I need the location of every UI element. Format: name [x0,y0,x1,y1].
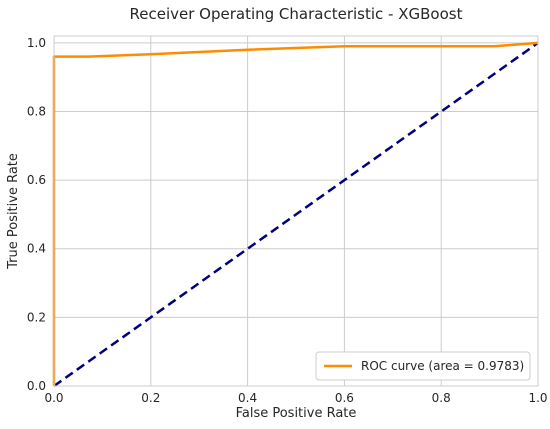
y-tick-label: 0.6 [27,173,46,187]
grid [53,36,539,387]
x-tick-label: 0.4 [238,391,257,405]
tick-labels: 0.0 0.2 0.4 0.6 0.8 1.0 0.0 0.2 0.4 0.6 0.8 1.0 [27,36,548,405]
chart-title: Receiver Operating Characteristic - XGBo… [130,5,463,23]
y-tick-label: 0.2 [27,310,46,324]
legend: ROC curve (area = 0.9783) [315,351,531,381]
y-tick-label: 0.8 [27,104,46,118]
legend-box [315,351,531,381]
y-tick-label: 0.4 [27,242,46,256]
y-tick-label: 1.0 [27,36,46,50]
y-tick-label: 0.0 [27,379,46,393]
plot-frame [53,35,539,387]
x-tick-label: 1.0 [528,391,547,405]
x-tick-label: 0.0 [44,391,63,405]
chance-diagonal-line [53,41,539,388]
x-axis-title: False Positive Rate [236,406,357,421]
x-tick-label: 0.8 [432,391,451,405]
x-tick-label: 0.6 [335,391,354,405]
legend-label: ROC curve (area = 0.9783) [361,359,524,373]
x-tick-label: 0.2 [141,391,160,405]
y-axis-title: True Positive Rate [6,153,21,270]
